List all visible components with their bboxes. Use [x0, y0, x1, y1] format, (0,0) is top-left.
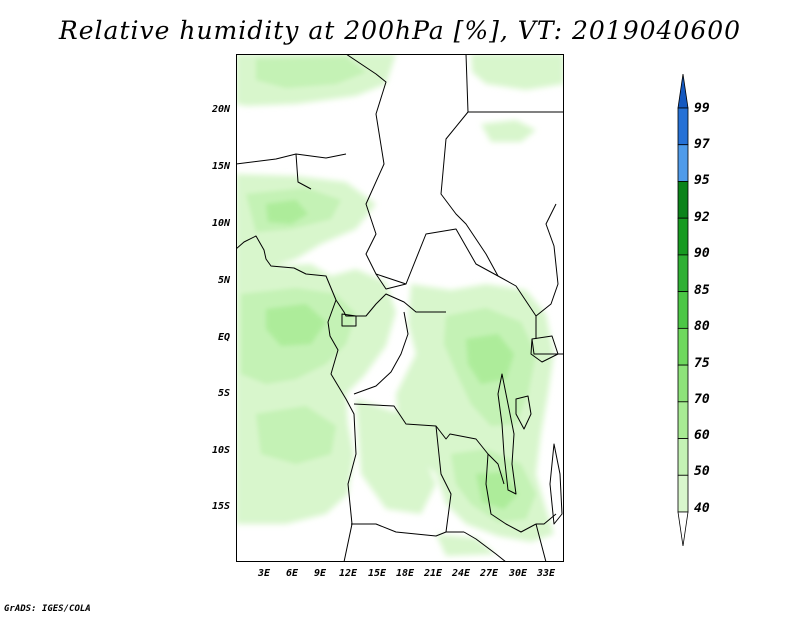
colorbar-cell [677, 73, 689, 109]
lon-tick-label: 33E [536, 568, 556, 579]
colorbar-label: 85 [694, 283, 710, 298]
colorbar-label: 95 [694, 173, 710, 188]
lat-tick-label: EQ [217, 332, 230, 343]
country-boundaries [236, 54, 564, 562]
lon-tick-label: 15E [367, 568, 387, 579]
colorbar-label: 70 [694, 392, 710, 407]
lon-tick-label: 21E [423, 568, 443, 579]
lon-tick-label: 27E [479, 568, 499, 579]
colorbar-cell [677, 438, 689, 476]
lat-tick-label: 15S [211, 501, 230, 512]
colorbar-label: 40 [694, 501, 710, 516]
lon-tick-label: 6E [285, 568, 299, 579]
lon-tick-label: 3E [257, 568, 271, 579]
lon-tick-label: 18E [395, 568, 415, 579]
colorbar-cell [677, 327, 689, 366]
map-panel [236, 54, 564, 562]
lat-tick-label: 20N [211, 104, 230, 115]
lon-tick-label: 12E [338, 568, 358, 579]
colorbar-cell [677, 474, 689, 513]
colorbar-label: 60 [694, 428, 710, 443]
colorbar [677, 73, 689, 547]
colorbar-cell [677, 217, 689, 256]
lat-tick-label: 15N [211, 161, 230, 172]
colorbar-label: 90 [694, 246, 710, 261]
colorbar-cell [677, 107, 689, 146]
colorbar-cell [677, 144, 689, 182]
lon-tick-label: 24E [451, 568, 471, 579]
lat-tick-label: 10N [211, 218, 230, 229]
colorbar-label: 75 [694, 356, 710, 371]
chart-title: Relative humidity at 200hPa [%], VT: 201… [58, 16, 742, 45]
colorbar-label: 80 [694, 319, 710, 334]
colorbar-label: 97 [694, 137, 710, 152]
colorbar-label: 50 [694, 464, 710, 479]
lat-tick-label: 10S [211, 445, 230, 456]
colorbar-cell [677, 254, 689, 293]
lat-tick-label: 5S [217, 388, 230, 399]
humidity-field-high [266, 200, 518, 509]
colorbar-cell [677, 291, 689, 329]
lon-tick-label: 30E [508, 568, 528, 579]
colorbar-cell [677, 401, 689, 439]
map-canvas [236, 54, 564, 562]
colorbar-label: 99 [694, 101, 710, 116]
colorbar-cell [677, 364, 689, 403]
colorbar-cell [677, 181, 689, 219]
credit-text: GrADS: IGES/COLA [4, 604, 91, 614]
lon-tick-label: 9E [313, 568, 327, 579]
lat-tick-label: 5N [217, 275, 230, 286]
colorbar-cell [677, 511, 689, 547]
colorbar-label: 92 [694, 210, 710, 225]
